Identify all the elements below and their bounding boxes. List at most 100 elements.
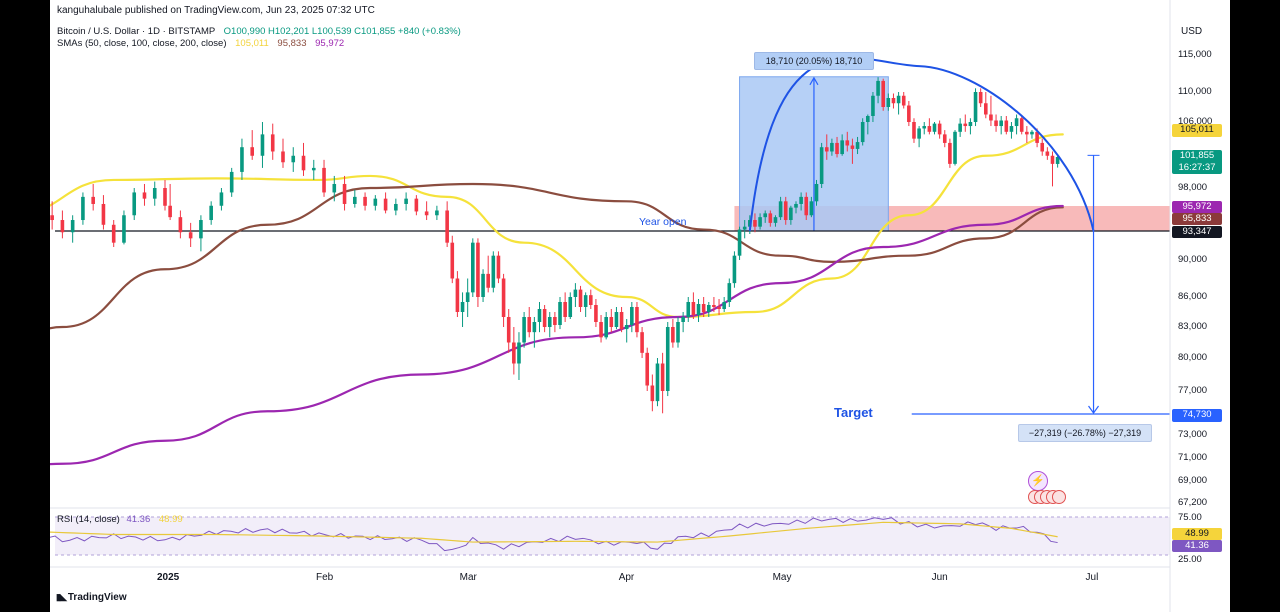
candle	[547, 312, 552, 338]
candle	[363, 192, 367, 211]
candle	[553, 312, 557, 333]
time-tick-label: 2025	[157, 572, 180, 583]
rsi-value-tag: 41.36	[1172, 540, 1222, 552]
candle-body	[512, 342, 516, 364]
candle-body	[665, 327, 670, 391]
candle-body	[732, 255, 737, 284]
candle-body	[553, 317, 557, 325]
candle-body	[814, 183, 819, 202]
candle-body	[809, 201, 814, 216]
year-open-label[interactable]: Year open	[639, 216, 687, 228]
candle	[455, 271, 460, 317]
candle	[229, 167, 234, 197]
candle	[984, 92, 988, 119]
candle-body	[537, 309, 542, 322]
candle-body	[594, 305, 598, 322]
candle	[383, 192, 388, 214]
candle-body	[681, 317, 685, 322]
candle-body	[168, 205, 172, 218]
candle-body	[476, 242, 480, 297]
alert-icon[interactable]: ⚡	[1028, 471, 1048, 491]
candle-body	[311, 167, 316, 171]
candle-body	[912, 122, 916, 139]
candle-body	[353, 196, 357, 204]
candle-body	[1055, 157, 1060, 164]
candle-body	[614, 312, 619, 327]
candle	[824, 134, 829, 160]
target-label[interactable]: Target	[834, 405, 873, 420]
candle-body	[763, 213, 768, 218]
candle	[722, 297, 726, 312]
candle	[1030, 130, 1034, 139]
avatar	[1052, 490, 1066, 504]
candle	[835, 136, 839, 158]
tradingview-logo[interactable]: ▮◣ TradingView	[56, 592, 127, 603]
candle	[686, 297, 691, 322]
candle	[901, 92, 906, 109]
measure-up-label[interactable]: 18,710 (20.05%) 18,710	[754, 52, 874, 70]
candle	[860, 118, 865, 146]
candle-body	[783, 201, 788, 221]
candle	[532, 317, 537, 348]
candle-body	[604, 317, 608, 338]
candle	[445, 201, 449, 248]
candle-body	[122, 215, 126, 243]
price-tick-label: 77,000	[1178, 385, 1208, 396]
candle-body	[891, 98, 896, 104]
candle	[460, 292, 465, 327]
candle-body	[717, 307, 721, 309]
candle	[373, 195, 378, 211]
candle	[594, 299, 598, 327]
candle-body	[501, 278, 506, 317]
candle	[476, 238, 480, 307]
candle-body	[332, 183, 337, 193]
candle-body	[465, 292, 470, 302]
candle	[778, 196, 783, 221]
measure-down-label[interactable]: −27,319 (−26.78%) −27,319	[1018, 424, 1152, 442]
candle-body	[901, 95, 906, 106]
candle-body	[948, 142, 952, 164]
bar-countdown: 16:27:37	[1178, 162, 1216, 173]
candle-body	[558, 302, 562, 325]
candle	[665, 322, 670, 397]
candle	[830, 138, 834, 156]
candle	[742, 220, 747, 239]
candle	[758, 213, 762, 230]
candle	[753, 213, 757, 233]
candle-body	[778, 201, 783, 218]
candle-body	[1030, 131, 1034, 135]
candle-body	[840, 140, 844, 155]
avatars-icon[interactable]	[1028, 490, 1066, 504]
candle-body	[229, 171, 234, 193]
candle-body	[671, 327, 675, 343]
symbol-name[interactable]: Bitcoin / U.S. Dollar · 1D · BITSTAMP	[57, 26, 216, 37]
price-chart[interactable]	[50, 0, 1230, 612]
candle-body	[532, 322, 537, 333]
candle-body	[522, 317, 526, 343]
candle-body	[301, 155, 306, 171]
candle	[163, 179, 167, 211]
candle-body	[471, 242, 475, 293]
candle	[101, 195, 106, 230]
year-open-price-tag: 93,347	[1172, 226, 1222, 238]
candle-body	[742, 226, 747, 230]
candle-body	[963, 123, 968, 127]
candle-body	[1004, 120, 1009, 132]
currency-label[interactable]: USD	[1181, 26, 1203, 37]
candle-body	[932, 123, 937, 132]
sma-legend[interactable]: SMAs (50, close, 100, close, 200, close)…	[57, 38, 344, 49]
candle	[178, 210, 183, 239]
sma-legend-label: SMAs (50, close, 100, close, 200, close)	[57, 38, 227, 49]
candle	[291, 147, 296, 172]
candle-body	[845, 140, 850, 146]
candle-body	[640, 332, 644, 353]
candle-body	[481, 273, 485, 297]
candle-body	[445, 210, 449, 243]
candle-body	[984, 103, 988, 115]
candle-body	[1009, 126, 1014, 132]
candle	[1045, 147, 1050, 160]
rsi-legend[interactable]: RSI (14, close) 41.36 48.99	[57, 514, 183, 525]
candle	[1019, 116, 1024, 135]
candle-body	[937, 123, 942, 135]
candle	[712, 297, 716, 312]
